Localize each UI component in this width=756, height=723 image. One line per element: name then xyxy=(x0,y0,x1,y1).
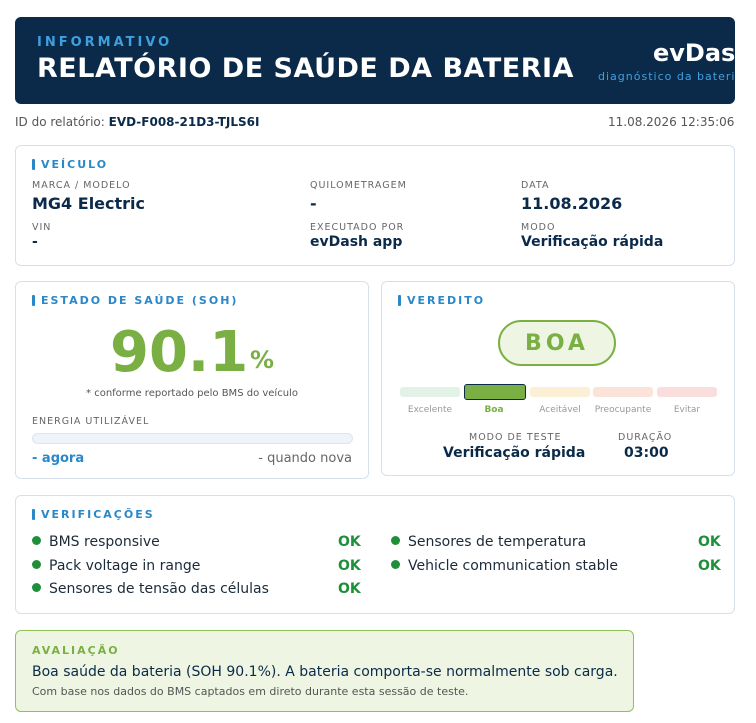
soh-section-title: ESTADO DE SAÚDE (SOH) xyxy=(32,294,238,307)
verdict-section-title: VEREDITO xyxy=(398,294,485,307)
vin-label: VIN xyxy=(32,222,52,233)
assessment-text: Boa saúde da bateria (SOH 90.1%). A bate… xyxy=(32,664,618,680)
scale-segment-preocupante xyxy=(593,387,653,397)
vehicle-card: VEÍCULO MARCA / MODELO MG4 Electric QUIL… xyxy=(15,145,735,266)
vehicle-section-title: VEÍCULO xyxy=(32,158,108,171)
report-id-value: EVD-F008-21D3-TJLS6I xyxy=(108,115,260,129)
scale-segment-evitar xyxy=(657,387,717,397)
verdict-card: VEREDITO BOA Excelente Boa Aceitável Pre… xyxy=(381,281,735,476)
soh-value: 90.1 xyxy=(110,320,249,385)
scale-label-aceitavel: Aceitável xyxy=(539,405,581,415)
mileage-value: - xyxy=(310,194,317,213)
soh-card: ESTADO DE SAÚDE (SOH) 90.1 % * conforme … xyxy=(15,281,369,479)
scale-label-evitar: Evitar xyxy=(673,405,701,415)
ok-dot-icon xyxy=(32,536,41,545)
soh-unit: % xyxy=(250,346,275,374)
ok-dot-icon xyxy=(391,560,400,569)
check-item: Pack voltage in range xyxy=(32,558,200,574)
ok-dot-icon xyxy=(32,560,41,569)
energy-label: ENERGIA UTILIZÁVEL xyxy=(32,416,150,427)
check-status: OK xyxy=(698,534,721,550)
date-value: 11.08.2026 xyxy=(521,194,623,213)
brand-logo: evDash xyxy=(653,39,735,67)
checks-card: VERIFICAÇÕES BMS responsive OK Pack volt… xyxy=(15,495,735,614)
check-status: OK xyxy=(338,558,361,574)
report-id-label: ID do relatório: xyxy=(15,115,105,129)
assessment-box: AVALIAÇÃO Boa saúde da bateria (SOH 90.1… xyxy=(15,630,634,712)
assessment-title: AVALIAÇÃO xyxy=(32,644,120,657)
check-item: Sensores de temperatura xyxy=(391,534,586,550)
make-model-label: MARCA / MODELO xyxy=(32,180,131,191)
check-item: Sensores de tensão das células xyxy=(32,581,269,597)
scale-segment-aceitavel xyxy=(530,387,590,397)
executed-by-label: EXECUTADO POR xyxy=(310,222,405,233)
check-status: OK xyxy=(698,558,721,574)
test-mode-label: MODO DE TESTE xyxy=(469,432,562,443)
report-header: INFORMATIVO RELATÓRIO DE SAÚDE DA BATERI… xyxy=(15,17,735,104)
mode-label: MODO xyxy=(521,222,556,233)
check-item: Vehicle communication stable xyxy=(391,558,618,574)
test-mode-value: Verificação rápida xyxy=(443,445,586,461)
header-kicker: INFORMATIVO xyxy=(37,35,173,50)
make-model-value: MG4 Electric xyxy=(32,194,146,213)
date-label: DATA xyxy=(521,180,550,191)
report-datetime: 11.08.2026 12:35:06 xyxy=(608,115,735,129)
energy-bar xyxy=(32,433,353,444)
verdict-badge: BOA xyxy=(498,320,616,366)
scale-label-boa: Boa xyxy=(484,405,504,415)
scale-label-preocupante: Preocupante xyxy=(594,405,652,415)
duration-value: 03:00 xyxy=(624,445,669,461)
ok-dot-icon xyxy=(391,536,400,545)
report-id: ID do relatório: EVD-F008-21D3-TJLS6I xyxy=(15,115,260,129)
check-status: OK xyxy=(338,534,361,550)
energy-new: - quando nova xyxy=(258,451,352,466)
energy-now: - agora xyxy=(32,451,85,466)
check-status: OK xyxy=(338,581,361,597)
vin-value: - xyxy=(32,234,38,250)
scale-segment-excelente xyxy=(400,387,460,397)
duration-label: DURAÇÃO xyxy=(618,432,673,443)
ok-dot-icon xyxy=(32,583,41,592)
soh-note: * conforme reportado pelo BMS do veículo xyxy=(86,388,298,399)
executed-by-value: evDash app xyxy=(310,234,403,250)
brand-subtitle: diagnóstico da bateria xyxy=(598,70,735,83)
scale-segment-boa xyxy=(464,384,526,400)
checks-section-title: VERIFICAÇÕES xyxy=(32,508,155,521)
scale-label-excelente: Excelente xyxy=(407,405,453,415)
page-title: RELATÓRIO DE SAÚDE DA BATERIA xyxy=(37,53,574,84)
mileage-label: QUILOMETRAGEM xyxy=(310,180,407,191)
check-item: BMS responsive xyxy=(32,534,160,550)
assessment-subtext: Com base nos dados do BMS captados em di… xyxy=(32,685,469,698)
mode-value: Verificação rápida xyxy=(521,234,664,250)
